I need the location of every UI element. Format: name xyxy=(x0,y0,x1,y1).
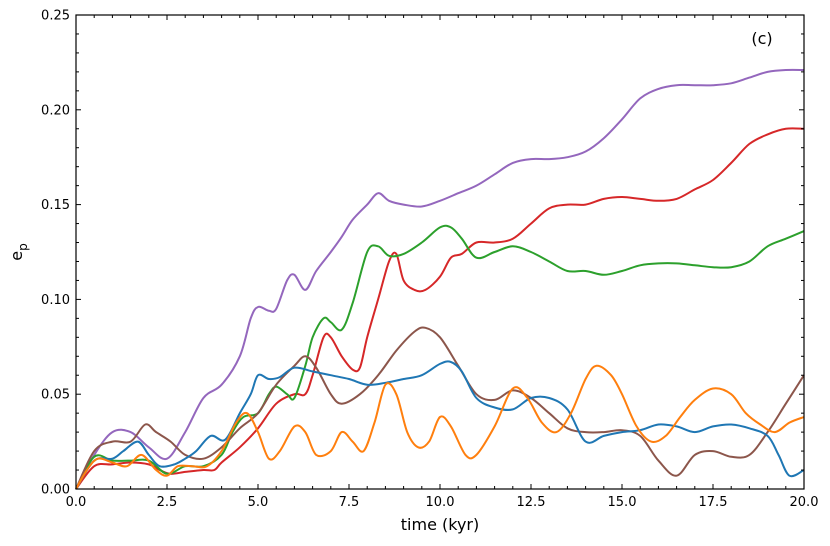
y-tick-label: 0.25 xyxy=(41,9,70,24)
x-tick-label: 0.0 xyxy=(66,495,87,510)
tick-layer: 0.0 2.5 5.0 7.5 10.0 12.5 15.0 17.5 20.0 0.00 0.05… xyxy=(41,9,818,511)
y-tick-label: 0.10 xyxy=(41,293,70,308)
series-layer xyxy=(75,68,805,490)
panel-annotation: (c) xyxy=(751,29,772,48)
x-tick-label: 20.0 xyxy=(790,495,819,510)
y-axis-label-sub: p xyxy=(16,243,30,251)
y-axis-label-main: e xyxy=(7,251,26,261)
x-tick-label: 2.5 xyxy=(157,495,178,510)
y-tick-label: 0.00 xyxy=(41,483,70,498)
series-line-1 xyxy=(75,68,805,490)
series-line-2 xyxy=(75,127,805,490)
x-tick-label: 17.5 xyxy=(699,495,728,510)
x-tick-label: 12.5 xyxy=(517,495,546,510)
series-line-3 xyxy=(75,224,805,490)
x-tick-label: 15.0 xyxy=(608,495,637,510)
y-tick-label: 0.20 xyxy=(41,103,70,118)
y-tick-label: 0.15 xyxy=(41,198,70,213)
y-axis-label: ep xyxy=(7,243,30,260)
x-tick-label: 10.0 xyxy=(426,495,455,510)
x-tick-label: 7.5 xyxy=(339,495,360,510)
y-tick-label: 0.05 xyxy=(41,388,70,403)
series-line-5 xyxy=(75,360,805,490)
x-axis-label: time (kyr) xyxy=(401,515,479,534)
series-line-6 xyxy=(75,364,805,490)
x-tick-label: 5.0 xyxy=(248,495,269,510)
series-line-4 xyxy=(75,326,805,490)
